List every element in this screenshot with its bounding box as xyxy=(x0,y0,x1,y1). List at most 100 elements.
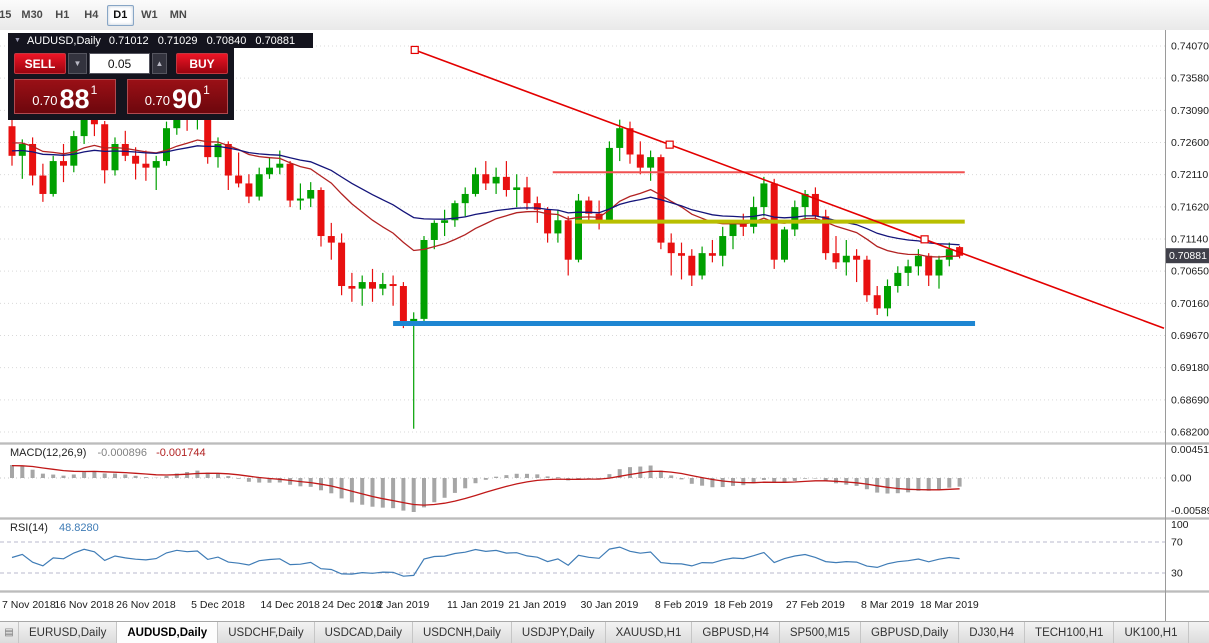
ma-fast-red-line xyxy=(11,139,960,258)
tab-gbpusd-h4[interactable]: GBPUSD,H4 xyxy=(692,622,780,643)
rsi-pane: 100 70 30 xyxy=(0,519,1189,580)
rsi-value: 48.8280 xyxy=(58,522,99,534)
svg-text:0.71140: 0.71140 xyxy=(1171,234,1208,246)
chart-symbol-label: AUDUSD,Daily xyxy=(26,34,101,47)
svg-text:18 Feb 2019: 18 Feb 2019 xyxy=(714,599,773,611)
tab-eurusd-daily[interactable]: EURUSD,Daily xyxy=(19,622,118,643)
tab-sp500-m15[interactable]: SP500,M15 xyxy=(780,622,861,643)
svg-text:18 Mar 2019: 18 Mar 2019 xyxy=(920,599,979,611)
svg-text:30: 30 xyxy=(1171,568,1183,580)
svg-text:0.70881: 0.70881 xyxy=(1169,250,1207,262)
svg-text:0.71620: 0.71620 xyxy=(1171,201,1209,213)
svg-text:0.70650: 0.70650 xyxy=(1171,266,1209,278)
svg-text:11 Jan 2019: 11 Jan 2019 xyxy=(447,599,504,611)
ma-slow-navy-line xyxy=(11,145,960,246)
trendline-handle[interactable] xyxy=(410,45,419,55)
ask-pip-digit: 1 xyxy=(203,83,210,97)
open-value: 0.71012 xyxy=(108,34,149,47)
timeframe-w1-button[interactable]: W1 xyxy=(141,9,158,21)
ohlc-values: 0.71012 0.71029 0.70840 0.70881 xyxy=(109,35,301,47)
quote-row: 0.70 88 1 0.70 90 1 xyxy=(14,79,228,114)
one-click-trading-panel: SELL ▼ 0.05 ▲ BUY 0.70 88 1 0.70 90 1 xyxy=(8,48,234,120)
timeframe-h4-button[interactable]: H4 xyxy=(84,9,99,21)
macd-main-value: -0.000896 xyxy=(97,447,148,459)
tab-tech100-h1[interactable]: TECH100,H1 xyxy=(1025,622,1115,643)
current-price-badge: 0.70881 xyxy=(1166,248,1209,264)
tab-usdcnh-daily[interactable]: USDCNH,Daily xyxy=(413,622,512,643)
trendline-handle[interactable] xyxy=(920,235,929,244)
ask-prefix: 0.70 xyxy=(144,93,171,108)
svg-text:0.73090: 0.73090 xyxy=(1171,105,1209,117)
svg-text:70: 70 xyxy=(1171,537,1183,549)
svg-text:0.70160: 0.70160 xyxy=(1171,298,1209,310)
tab-uk100-h1[interactable]: UK100,H1 xyxy=(1114,622,1189,643)
svg-text:21 Jan 2019: 21 Jan 2019 xyxy=(508,599,566,611)
volume-decrease-button[interactable]: ▼ xyxy=(68,53,87,74)
buy-button[interactable]: BUY xyxy=(176,53,228,74)
svg-text:0.00: 0.00 xyxy=(1171,473,1192,485)
svg-text:0.72600: 0.72600 xyxy=(1171,137,1209,149)
svg-text:0.72110: 0.72110 xyxy=(1171,169,1208,181)
svg-text:2 Jan 2019: 2 Jan 2019 xyxy=(377,599,429,611)
svg-text:0.74070: 0.74070 xyxy=(1171,41,1209,53)
timeframe-h1-button[interactable]: H1 xyxy=(55,9,70,21)
bid-quote[interactable]: 0.70 88 1 xyxy=(14,79,116,114)
macd-name: MACD(12,26,9) xyxy=(10,447,87,459)
chart-list-icon: ▤ xyxy=(0,622,19,643)
svg-text:0.68690: 0.68690 xyxy=(1171,394,1209,406)
bottom-tabs: ▤ EURUSD,Daily AUDUSD,Daily USDCHF,Daily US… xyxy=(0,621,1209,643)
svg-text:27 Feb 2019: 27 Feb 2019 xyxy=(786,599,845,611)
chart-background xyxy=(0,30,1209,622)
chart-canvas[interactable]: 0.74070 0.73580 0.73090 0.72600 0.72110 0.716… xyxy=(0,30,1209,622)
ask-quote[interactable]: 0.70 90 1 xyxy=(126,79,228,114)
macd-signal-value: -0.001744 xyxy=(156,447,206,459)
tab-xauusd-h1[interactable]: XAUUSD,H1 xyxy=(606,622,693,643)
sell-button[interactable]: SELL xyxy=(14,53,66,74)
bid-prefix: 0.70 xyxy=(32,93,58,108)
tab-audusd-daily[interactable]: AUDUSD,Daily xyxy=(117,622,219,643)
svg-text:-0.00589: -0.00589 xyxy=(1171,505,1209,517)
low-value: 0.70840 xyxy=(206,34,247,47)
volume-input[interactable]: 0.05 xyxy=(89,53,150,74)
tab-usdchf-daily[interactable]: USDCHF,Daily xyxy=(218,622,315,643)
ask-big-digits: 90 xyxy=(172,84,203,114)
trendline-handle[interactable] xyxy=(665,140,674,149)
trade-controls-row: SELL ▼ 0.05 ▲ BUY xyxy=(14,53,228,74)
svg-text:0.68200: 0.68200 xyxy=(1171,427,1209,439)
svg-text:26 Nov 2018: 26 Nov 2018 xyxy=(116,599,176,611)
svg-text:0.69180: 0.69180 xyxy=(1171,362,1209,374)
tab-dj30-h4[interactable]: DJ30,H4 xyxy=(959,622,1026,643)
svg-text:100: 100 xyxy=(1171,519,1189,531)
trendline[interactable] xyxy=(410,45,1165,330)
svg-text:0.00451: 0.00451 xyxy=(1171,444,1209,456)
svg-text:14 Dec 2018: 14 Dec 2018 xyxy=(260,599,320,611)
chart-title-bar: ▼ AUDUSD,Daily 0.71012 0.71029 0.70840 0… xyxy=(8,33,314,48)
candles-layer xyxy=(8,103,964,429)
svg-text:5 Dec 2018: 5 Dec 2018 xyxy=(191,599,245,611)
tab-gbpusd-daily[interactable]: GBPUSD,Daily xyxy=(861,622,960,643)
volume-increase-button[interactable]: ▲ xyxy=(152,53,167,74)
svg-text:0.73580: 0.73580 xyxy=(1171,73,1209,85)
svg-text:24 Dec 2018: 24 Dec 2018 xyxy=(322,599,382,611)
tab-usdcad-daily[interactable]: USDCAD,Daily xyxy=(315,622,413,643)
bid-pip-digit: 1 xyxy=(90,83,98,97)
macd-label: MACD(12,26,9) -0.000896 -0.001744 xyxy=(10,447,206,459)
rsi-name: RSI(14) xyxy=(10,522,48,534)
svg-text:0.69670: 0.69670 xyxy=(1171,330,1209,342)
timeframe-toolbar: M15 M30 H1 H4 D1 W1 MN xyxy=(0,0,1209,31)
timeframe-mn-button[interactable]: MN xyxy=(169,9,187,21)
svg-text:16 Nov 2018: 16 Nov 2018 xyxy=(54,599,114,611)
tab-usdjpy-daily[interactable]: USDJPY,Daily xyxy=(512,622,606,643)
price-axis[interactable]: 0.74070 0.73580 0.73090 0.72600 0.72110 0.716… xyxy=(1171,41,1209,439)
volume-decrease-icon: ▼ xyxy=(73,59,82,68)
symbol-dropdown-icon[interactable]: ▼ xyxy=(14,37,21,44)
timeframe-d1-button[interactable]: D1 xyxy=(106,4,134,26)
svg-text:8 Mar 2019: 8 Mar 2019 xyxy=(861,599,914,611)
close-value: 0.70881 xyxy=(255,34,296,47)
timeframe-m15-button[interactable]: M15 xyxy=(0,9,12,21)
timeframe-m30-button[interactable]: M30 xyxy=(21,9,43,21)
volume-increase-icon: ▲ xyxy=(155,59,164,68)
svg-text:8 Feb 2019: 8 Feb 2019 xyxy=(655,599,708,611)
high-value: 0.71029 xyxy=(157,34,198,47)
